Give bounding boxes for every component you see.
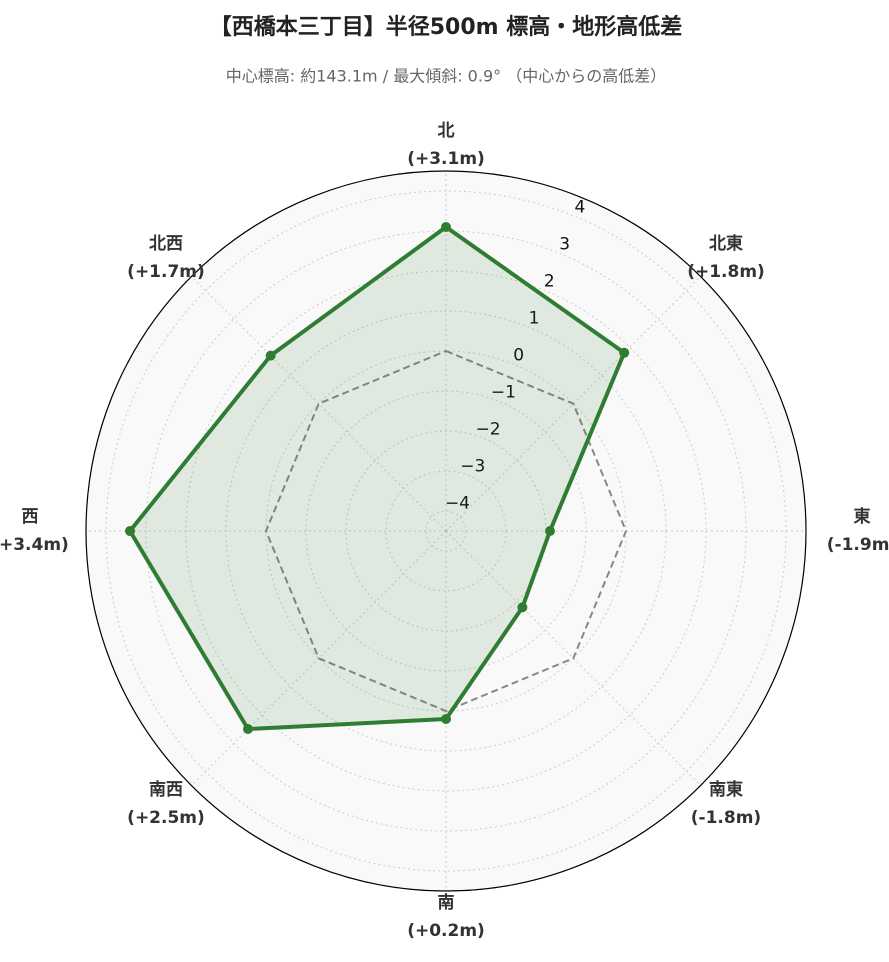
category-label: 西 (22, 507, 39, 527)
category-value-label: (+3.4m) (0, 535, 69, 555)
grid-ring (305, 390, 587, 672)
data-point (619, 347, 630, 358)
category-value-label: (+1.8m) (687, 262, 765, 282)
category-value-label: (+3.1m) (407, 149, 485, 169)
data-point (517, 602, 528, 613)
data-point (441, 714, 451, 724)
category-value-label: (-1.9m) (827, 535, 889, 555)
chart-title: 【西橋本三丁目】半径500m 標高・地形高低差 (210, 14, 683, 40)
grid-ring (385, 470, 507, 592)
category-label: 東 (854, 506, 871, 527)
category-label: 北西 (149, 234, 183, 254)
grid-ring (145, 230, 747, 832)
y-tick-label: 0 (513, 345, 524, 365)
y-tick-label: −4 (445, 493, 470, 513)
y-tick-label: −2 (476, 419, 501, 439)
y-tick-label: 4 (575, 198, 586, 218)
category-value-label: (+2.5m) (127, 808, 205, 828)
data-point (243, 723, 254, 734)
grid-ring (425, 510, 467, 552)
y-tick-label: −3 (460, 456, 485, 476)
category-label: 北 (438, 121, 455, 141)
category-label: 北東 (709, 233, 743, 254)
y-tick-label: 3 (559, 235, 570, 255)
chart-subtitle: 中心標高: 約143.1m / 最大傾斜: 0.9° （中心からの高低差） (226, 67, 666, 86)
category-label: 南東 (709, 779, 743, 800)
reference-line (264, 349, 628, 713)
category-value-label: (+1.7m) (127, 262, 205, 282)
data-point (265, 350, 276, 361)
y-tick-label: 1 (529, 309, 540, 329)
grid-ring (105, 190, 787, 872)
grid-ring (225, 310, 667, 752)
category-label: 南 (438, 892, 455, 913)
data-point (441, 222, 451, 232)
category-label: 南西 (149, 779, 183, 800)
y-tick-label: 2 (544, 272, 555, 292)
y-tick-label: −1 (491, 382, 516, 402)
data-point (125, 526, 135, 536)
grid-ring (185, 270, 707, 792)
category-value-label: (+0.2m) (407, 921, 485, 941)
data-point (545, 526, 555, 536)
category-value-label: (-1.8m) (691, 808, 761, 828)
outer-ring (85, 170, 807, 892)
